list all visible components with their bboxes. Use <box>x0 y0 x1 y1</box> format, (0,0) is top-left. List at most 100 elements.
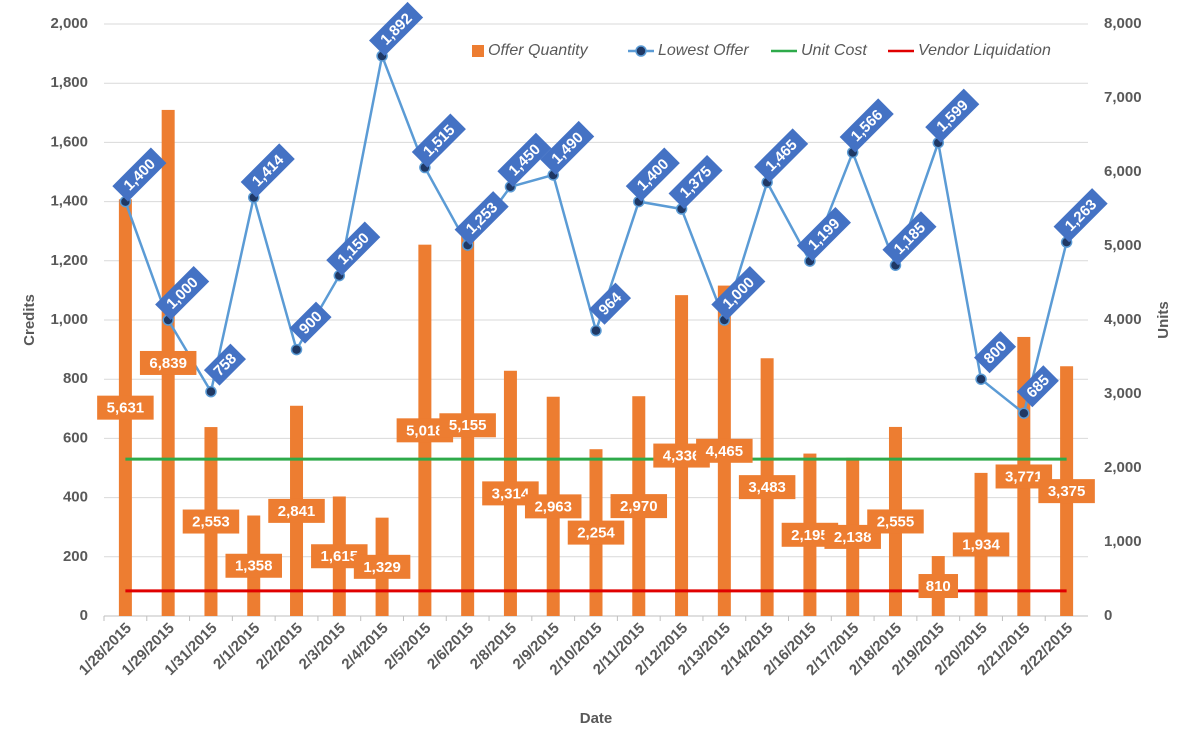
y-tick-label: 200 <box>63 548 88 565</box>
x-tick-label: 2/8/2015 <box>467 620 520 673</box>
data-label-box <box>1016 365 1059 408</box>
data-label: 1,358 <box>235 558 273 575</box>
data-label-box <box>524 494 582 519</box>
data-label: 1,892 <box>369 1 424 57</box>
data-label: 2,553 <box>192 514 230 531</box>
x-tick-label: 2/6/2015 <box>424 620 477 673</box>
marker <box>590 324 602 337</box>
data-label: 6,839 <box>149 355 187 372</box>
data-label: 1,934 <box>962 536 1000 553</box>
data-label-box <box>326 221 381 276</box>
data-label: 1,253 <box>454 191 509 246</box>
y2-tick-label: 7,000 <box>1104 89 1142 106</box>
data-label-box <box>567 520 625 545</box>
marker <box>1018 407 1030 419</box>
data-label-box <box>952 532 1010 557</box>
data-label: 810 <box>926 578 951 595</box>
marker <box>205 385 217 398</box>
data-label: 5,155 <box>449 417 487 434</box>
data-label-box <box>588 282 632 325</box>
data-label: 1,599 <box>925 88 980 143</box>
marker <box>975 373 987 385</box>
data-label-box <box>155 265 210 321</box>
data-label-box <box>268 498 325 523</box>
data-label-box <box>839 98 894 153</box>
data-label: 2,963 <box>534 498 572 515</box>
data-label-box <box>497 132 552 187</box>
marker <box>290 343 303 356</box>
data-label-box <box>882 211 937 266</box>
data-label-box <box>97 395 154 420</box>
data-label-box <box>411 113 466 168</box>
legend-label: Unit Cost <box>801 42 867 59</box>
data-label: 1,150 <box>326 221 381 276</box>
data-label-box <box>867 509 924 534</box>
y2-tick-label: 5,000 <box>1104 237 1142 254</box>
legend-label: Lowest Offer <box>658 42 749 59</box>
x-axis-title: Date <box>580 710 613 727</box>
y2-tick-label: 0 <box>1104 607 1112 624</box>
data-label-box <box>439 413 496 438</box>
data-label-box <box>754 128 809 183</box>
x-tick-label: 2/2/2015 <box>253 620 306 673</box>
x-tick-label: 2/1/2015 <box>210 620 263 673</box>
data-label: 1,199 <box>796 207 851 262</box>
y-tick-label: 1,800 <box>50 74 88 91</box>
data-label-box <box>540 120 595 176</box>
data-label-box <box>112 147 167 202</box>
data-label: 4,336 <box>663 448 701 465</box>
data-label-box <box>610 494 668 519</box>
data-label: 1,185 <box>882 211 937 266</box>
y2-tick-label: 4,000 <box>1104 311 1142 328</box>
data-label-box <box>625 147 680 202</box>
y-tick-label: 1,000 <box>50 311 88 328</box>
data-label: 5,018 <box>406 422 444 439</box>
data-label-box <box>240 143 295 198</box>
y-axis-title: Credits <box>21 294 38 346</box>
y2-tick-label: 3,000 <box>1104 385 1142 402</box>
data-label-box <box>1053 188 1108 243</box>
data-label-box <box>918 574 959 599</box>
data-label-box <box>796 207 851 262</box>
data-label: 1,615 <box>321 548 359 565</box>
y2-tick-label: 6,000 <box>1104 163 1142 180</box>
data-label-box <box>1038 479 1095 504</box>
y-tick-label: 1,200 <box>50 252 88 269</box>
y2-axis-title: Units <box>1155 301 1172 339</box>
data-label-box <box>203 343 246 386</box>
x-tick-label: 2/5/2015 <box>381 620 434 673</box>
y2-tick-label: 1,000 <box>1104 533 1142 550</box>
data-label-box <box>454 191 509 246</box>
data-label: 1,400 <box>112 147 167 202</box>
data-label-box <box>738 475 796 500</box>
legend-marker <box>635 45 647 57</box>
data-label: 1,414 <box>240 143 295 198</box>
data-label: 1,263 <box>1053 188 1108 243</box>
data-label: 3,314 <box>492 485 530 502</box>
x-tick-label: 2/4/2015 <box>338 620 391 673</box>
data-label: 2,841 <box>278 503 316 520</box>
data-label-box <box>711 265 766 321</box>
data-label-box <box>974 331 1017 374</box>
data-label: 2,138 <box>834 529 872 546</box>
data-label: 800 <box>974 331 1017 374</box>
y-tick-label: 600 <box>63 429 88 446</box>
data-label: 1,566 <box>839 98 894 153</box>
data-label: 4,465 <box>706 443 744 460</box>
data-label-box <box>668 154 723 210</box>
data-label-box <box>225 553 282 578</box>
y-tick-label: 1,400 <box>50 193 88 210</box>
data-label-box <box>925 88 980 143</box>
data-label-box <box>182 509 240 534</box>
data-label: 1,515 <box>411 113 466 168</box>
y-tick-label: 800 <box>63 370 88 387</box>
data-label: 1,329 <box>363 559 401 576</box>
data-label: 900 <box>289 301 332 344</box>
legend-label: Vendor Liquidation <box>918 42 1051 59</box>
data-label: 3,771 <box>1005 468 1043 485</box>
data-label: 1,465 <box>754 128 809 183</box>
y2-tick-label: 8,000 <box>1104 15 1142 32</box>
legend-label: Offer Quantity <box>488 42 589 59</box>
data-label: 2,555 <box>877 513 915 530</box>
